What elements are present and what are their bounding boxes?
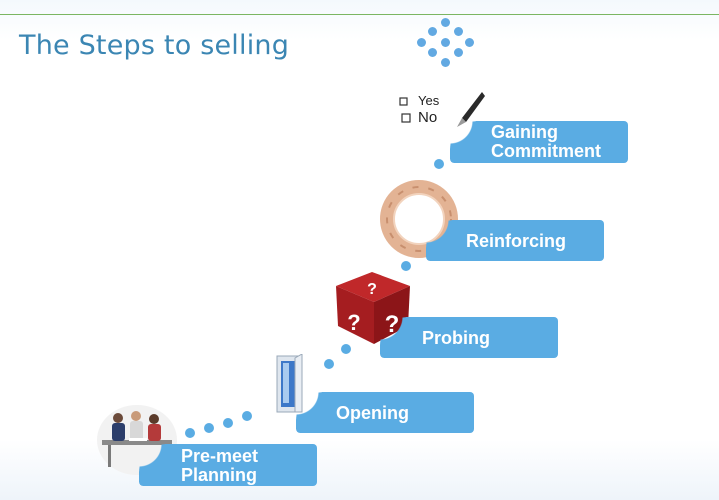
step-label-line2: Commitment: [491, 141, 602, 161]
question-dice-icon: ? ? ?: [330, 268, 415, 348]
path-dot: [341, 344, 351, 354]
step-label: Probing: [422, 328, 490, 348]
step-gaining-commitment: Gaining Commitment: [476, 121, 628, 163]
step-label-line2: Planning: [181, 465, 257, 485]
yes-text: Yes: [418, 93, 440, 108]
path-dot: [324, 359, 334, 369]
step-label-line1: Pre-meet: [181, 446, 259, 466]
header-rule: [0, 14, 719, 15]
step-opening: Opening: [322, 392, 474, 433]
dots-logo-icon: [414, 18, 476, 68]
step-label-line1: Gaining: [491, 122, 558, 142]
step-label: Reinforcing: [466, 231, 567, 251]
path-dot: [223, 418, 233, 428]
step-label: Opening: [336, 403, 409, 423]
path-dot: [434, 159, 444, 169]
step-pre-meet-planning: Pre-meet Planning: [165, 444, 317, 486]
svg-text:?: ?: [367, 281, 377, 298]
step-reinforcing: Reinforcing: [452, 220, 604, 261]
svg-text:?: ?: [347, 310, 360, 335]
slide-title: The Steps to selling: [19, 30, 290, 61]
linked-hands-icon: [376, 178, 462, 260]
path-dot: [242, 411, 252, 421]
path-dot: [401, 261, 411, 271]
no-text: No: [418, 109, 437, 126]
path-dot: [185, 428, 195, 438]
path-dot: [204, 423, 214, 433]
step-probing: Probing: [406, 317, 558, 358]
